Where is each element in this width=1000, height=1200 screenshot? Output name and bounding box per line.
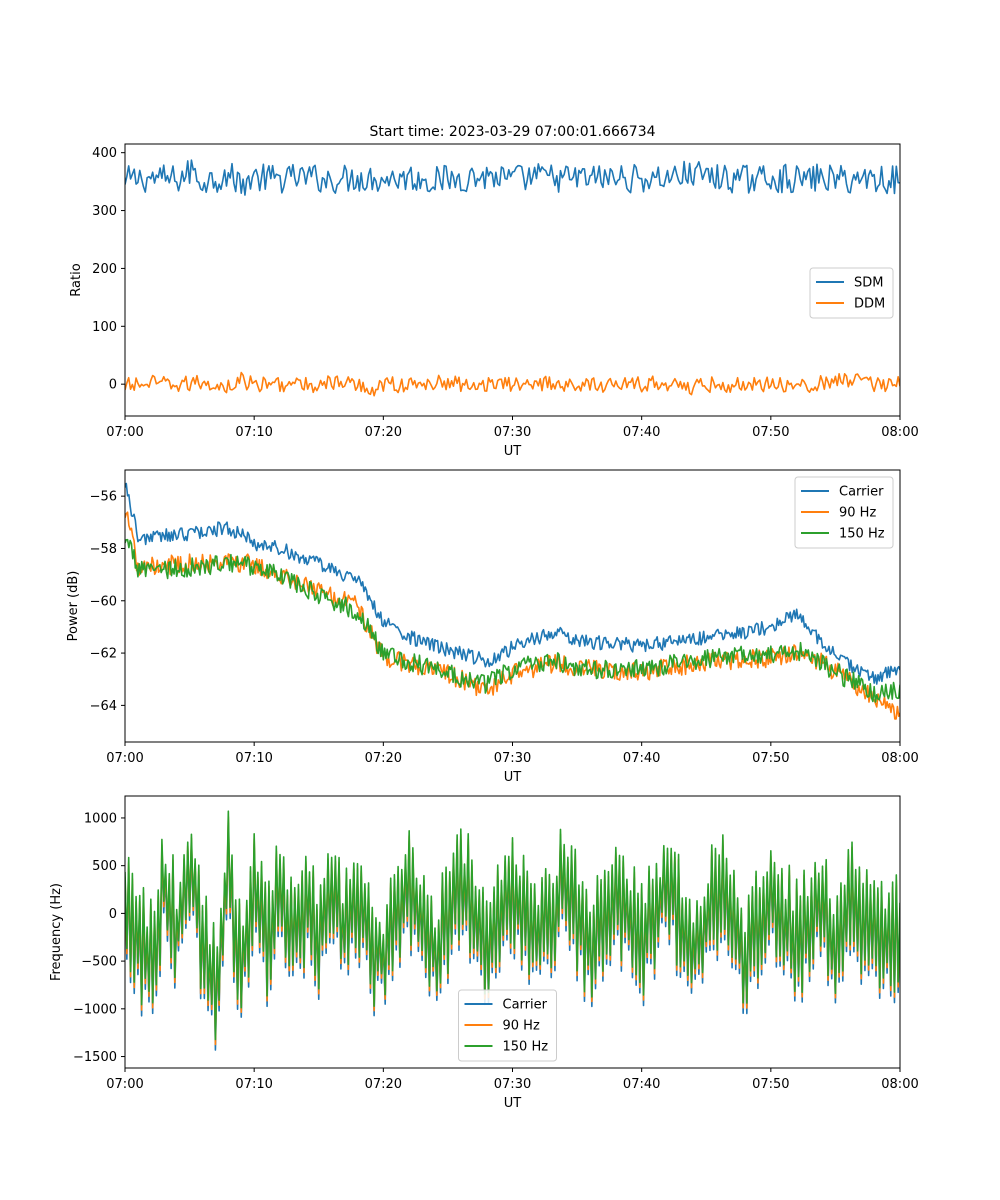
- y-tick-label: 500: [92, 859, 117, 874]
- x-axis-label: UT: [504, 1096, 522, 1111]
- x-tick-label: 07:00: [106, 425, 143, 440]
- series-group: [125, 159, 900, 397]
- legend-label: SDM: [854, 276, 883, 291]
- series-line-150-hz: [125, 538, 900, 703]
- legend-label: 150 Hz: [503, 1040, 549, 1055]
- subplot-2: 07:00 07:10 07:20 07:30 07:40 07:50 08:00 −64 −6…: [66, 469, 919, 785]
- legend-label: Carrier: [503, 998, 548, 1013]
- legend: SDM DDM: [809, 267, 894, 319]
- series-line-ddm: [125, 371, 900, 397]
- y-tick-label: 0: [109, 378, 117, 393]
- x-tick-label: 07:20: [365, 1077, 402, 1092]
- x-tick-label: 07:30: [494, 1077, 531, 1092]
- x-tick-label: 07:00: [106, 1077, 143, 1092]
- legend-label: Carrier: [839, 485, 884, 500]
- legend-frame: [794, 476, 894, 549]
- y-tick-label: 1000: [84, 811, 117, 826]
- legend: Carrier 90 Hz 150 Hz: [458, 989, 557, 1062]
- x-tick-label: 07:20: [365, 751, 402, 766]
- subplots: 07:00 07:10 07:20 07:30 07:40 07:50 08:00 0 100 2…: [49, 143, 919, 1111]
- y-tick-label: 0: [109, 907, 117, 922]
- y-tick-label: 300: [92, 204, 117, 219]
- x-tick-label: 07:30: [494, 751, 531, 766]
- x-tick-label: 07:50: [752, 1077, 789, 1092]
- x-tick-label: 07:50: [752, 751, 789, 766]
- legend-label: DDM: [854, 297, 885, 312]
- legend-frame: [458, 989, 557, 1062]
- y-axis-label: Power (dB): [66, 571, 81, 642]
- x-tick-label: 07:40: [623, 751, 660, 766]
- legend-label: 150 Hz: [839, 527, 885, 542]
- x-tick-label: 07:00: [106, 751, 143, 766]
- y-tick-label: −500: [81, 955, 117, 970]
- legend-label: 90 Hz: [839, 506, 876, 521]
- y-tick-label: −62: [90, 647, 117, 662]
- y-tick-label: −1000: [73, 1002, 117, 1017]
- x-tick-label: 08:00: [881, 1077, 918, 1092]
- x-tick-label: 07:20: [365, 425, 402, 440]
- x-tick-label: 08:00: [881, 425, 918, 440]
- series-line-90-hz: [125, 511, 900, 720]
- y-tick-label: 100: [92, 320, 117, 335]
- x-axis-label: UT: [504, 770, 522, 785]
- y-tick-label: −60: [90, 594, 117, 609]
- subplot-3: 07:00 07:10 07:20 07:30 07:40 07:50 08:00 −1500…: [49, 795, 919, 1111]
- x-axis-label: UT: [504, 444, 522, 459]
- series-line-150-hz: [125, 810, 900, 1041]
- y-tick-label: −56: [90, 490, 117, 505]
- legend-label: 90 Hz: [503, 1019, 540, 1034]
- y-tick-label: −64: [90, 699, 117, 714]
- y-tick-label: −1500: [73, 1050, 117, 1065]
- x-tick-label: 07:10: [235, 425, 272, 440]
- figure-title: Start time: 2023-03-29 07:00:01.666734: [369, 124, 655, 140]
- series-group: [125, 482, 900, 720]
- y-tick-label: 400: [92, 146, 117, 161]
- series-line-carrier: [125, 482, 900, 685]
- x-tick-label: 07:50: [752, 425, 789, 440]
- y-tick-label: 200: [92, 262, 117, 277]
- subplot-1: 07:00 07:10 07:20 07:30 07:40 07:50 08:00 0 100 2…: [69, 143, 919, 459]
- y-tick-label: −58: [90, 542, 117, 557]
- x-tick-label: 07:10: [235, 1077, 272, 1092]
- legend: Carrier 90 Hz 150 Hz: [794, 476, 894, 549]
- y-axis-label: Frequency (Hz): [49, 883, 64, 981]
- legend-frame: [809, 267, 894, 319]
- x-tick-label: 07:40: [623, 1077, 660, 1092]
- series-line-sdm: [125, 159, 900, 196]
- x-tick-label: 07:30: [494, 425, 531, 440]
- x-tick-label: 07:40: [623, 425, 660, 440]
- y-axis-label: Ratio: [69, 263, 84, 296]
- x-tick-label: 07:10: [235, 751, 272, 766]
- series-group: [125, 810, 900, 1051]
- x-tick-label: 08:00: [881, 751, 918, 766]
